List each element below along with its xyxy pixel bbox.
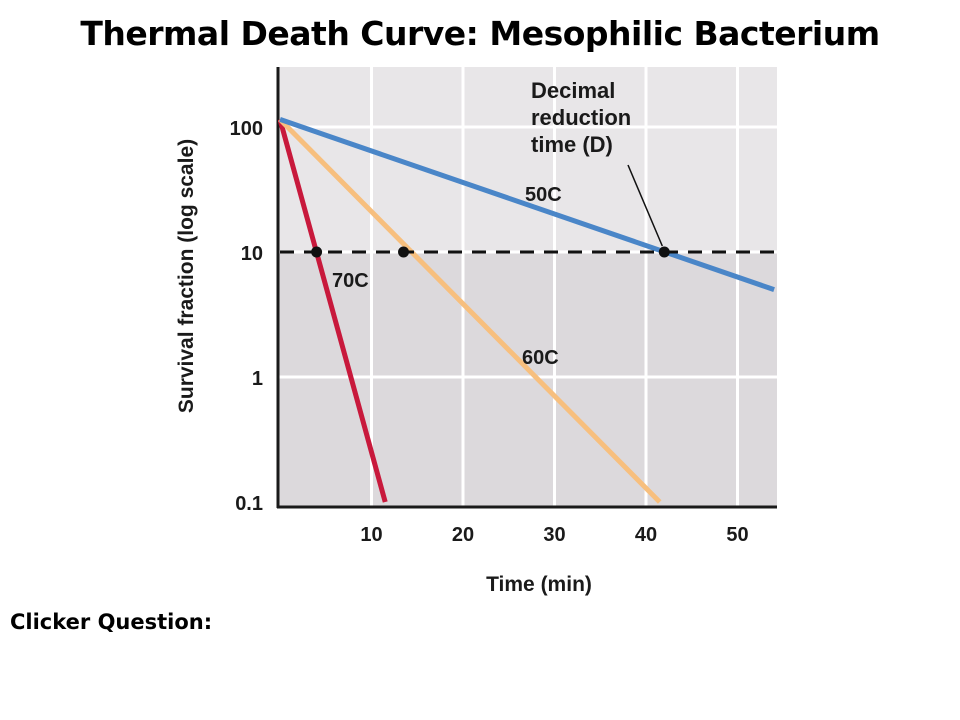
plot-bg-upper (278, 67, 777, 252)
plot-background (278, 67, 777, 507)
series-line-50C (279, 117, 775, 292)
y-tick-label-0.1: 0.1 (235, 493, 263, 515)
x-tick-label-50: 50 (726, 524, 748, 546)
clicker-question-label: Clicker Question: (10, 610, 213, 634)
d-point-2 (658, 246, 670, 258)
y-tick-label-10: 10 (241, 243, 263, 265)
annotation-line-1: reduction (531, 105, 631, 130)
series-lines (278, 117, 775, 504)
series-line-70C (278, 118, 388, 503)
x-tick-label-40: 40 (635, 524, 657, 546)
annotation-line-0: Decimal (531, 78, 615, 103)
y-tick-label-100: 100 (230, 118, 263, 140)
x-tick-label-30: 30 (543, 524, 565, 546)
y-tick-label-1: 1 (252, 368, 263, 390)
grid-lines (278, 67, 777, 507)
slide-title: Thermal Death Curve: Mesophilic Bacteriu… (80, 14, 880, 53)
annotation-line-2: time (D) (531, 132, 613, 157)
annotation-pointer-line (627, 164, 663, 247)
series-label-50C: 50C (525, 184, 562, 206)
d-point-1 (398, 246, 410, 258)
x-axis-title: Time (min) (486, 573, 592, 596)
y-axis-title: Survival fraction (log scale) (175, 139, 198, 413)
axes (276, 67, 777, 509)
series-line-60C (278, 117, 662, 504)
x-tick-label-20: 20 (452, 524, 474, 546)
x-tick-label-10: 10 (360, 524, 382, 546)
d-point-0 (311, 246, 323, 258)
series-label-60C: 60C (522, 347, 559, 369)
series-label-70C: 70C (332, 270, 369, 292)
labels: 10 20 30 40 50 100 10 1 0.1 Time (min) Survival fr… (175, 78, 749, 596)
plot-bg-lower (278, 252, 777, 507)
points (311, 246, 670, 258)
